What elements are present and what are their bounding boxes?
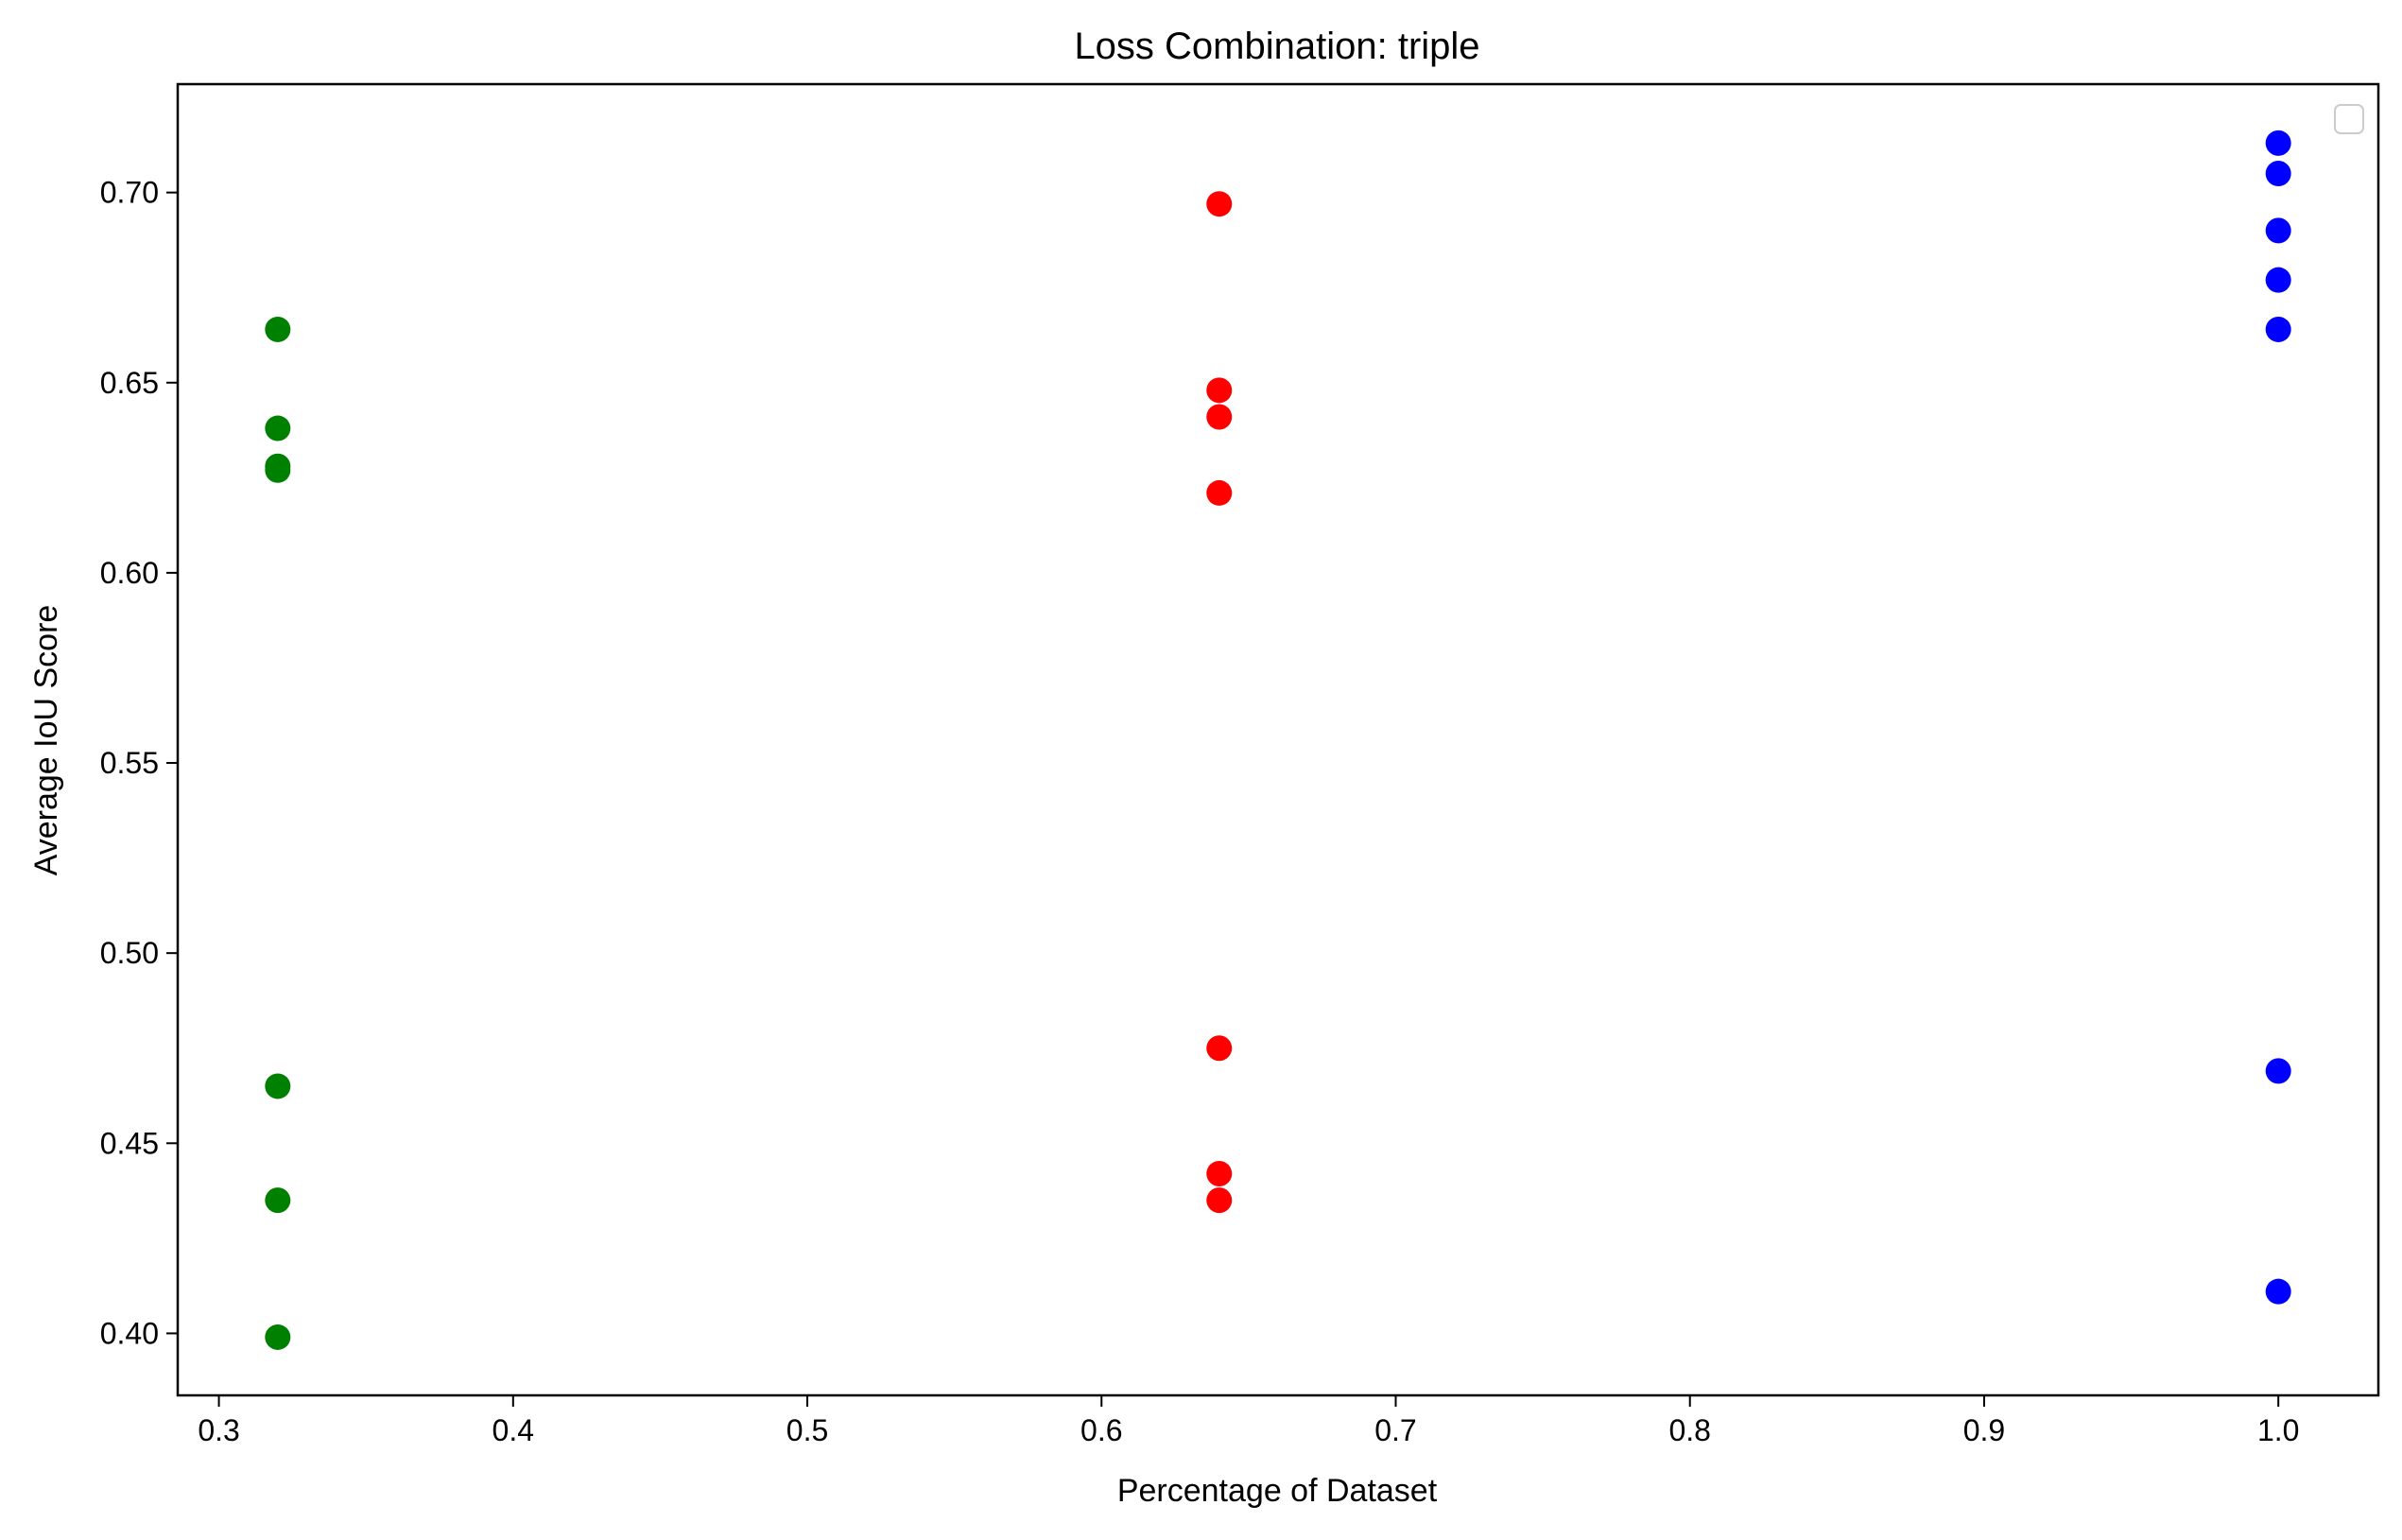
x-tick-label: 0.7 xyxy=(1374,1413,1416,1447)
legend xyxy=(2334,104,2364,134)
data-point xyxy=(1206,1160,1233,1186)
x-tick-label: 0.8 xyxy=(1668,1413,1710,1447)
y-tick-label: 0.70 xyxy=(100,176,159,210)
y-tick-label: 0.55 xyxy=(100,746,159,780)
data-point xyxy=(2265,1278,2291,1305)
y-tick-label: 0.45 xyxy=(100,1126,159,1160)
data-point xyxy=(1206,191,1233,217)
x-tick-label: 0.3 xyxy=(198,1413,239,1447)
legend-box xyxy=(2334,104,2364,134)
x-tick-label: 0.6 xyxy=(1080,1413,1122,1447)
y-tick-label: 0.60 xyxy=(100,556,159,590)
x-tick-label: 0.4 xyxy=(492,1413,534,1447)
data-point xyxy=(2265,130,2291,156)
data-point xyxy=(265,1324,291,1350)
data-point xyxy=(2265,267,2291,293)
y-axis-label: Average IoU Score xyxy=(28,605,64,876)
data-point xyxy=(1206,1187,1233,1214)
data-point xyxy=(265,1073,291,1099)
data-point xyxy=(265,457,291,483)
y-tick-label: 0.65 xyxy=(100,366,159,400)
data-point xyxy=(265,316,291,342)
x-tick-label: 1.0 xyxy=(2257,1413,2299,1447)
data-points xyxy=(265,130,2291,1350)
data-point xyxy=(2265,1058,2291,1084)
chart-title: Loss Combination: triple xyxy=(1074,26,1479,67)
data-point xyxy=(2265,217,2291,244)
x-tick-label: 0.5 xyxy=(786,1413,828,1447)
y-tick-label: 0.50 xyxy=(100,936,159,970)
plot-frame xyxy=(176,82,2380,1397)
data-point xyxy=(1206,479,1233,506)
data-point xyxy=(2265,316,2291,342)
data-point xyxy=(1206,1035,1233,1062)
x-axis-label: Percentage of Dataset xyxy=(1117,1473,1438,1509)
x-tick-label: 0.9 xyxy=(1963,1413,2005,1447)
axes: 0.3 0.4 0.5 0.6 0.7 0.8 0.9 1.0 0.40 0.45 0.50 0.55… xyxy=(100,82,2380,1447)
data-point xyxy=(265,1187,291,1214)
data-point xyxy=(2265,161,2291,187)
data-point xyxy=(1206,377,1233,404)
y-tick-label: 0.40 xyxy=(100,1316,159,1350)
data-point xyxy=(1206,404,1233,430)
data-point xyxy=(265,415,291,441)
